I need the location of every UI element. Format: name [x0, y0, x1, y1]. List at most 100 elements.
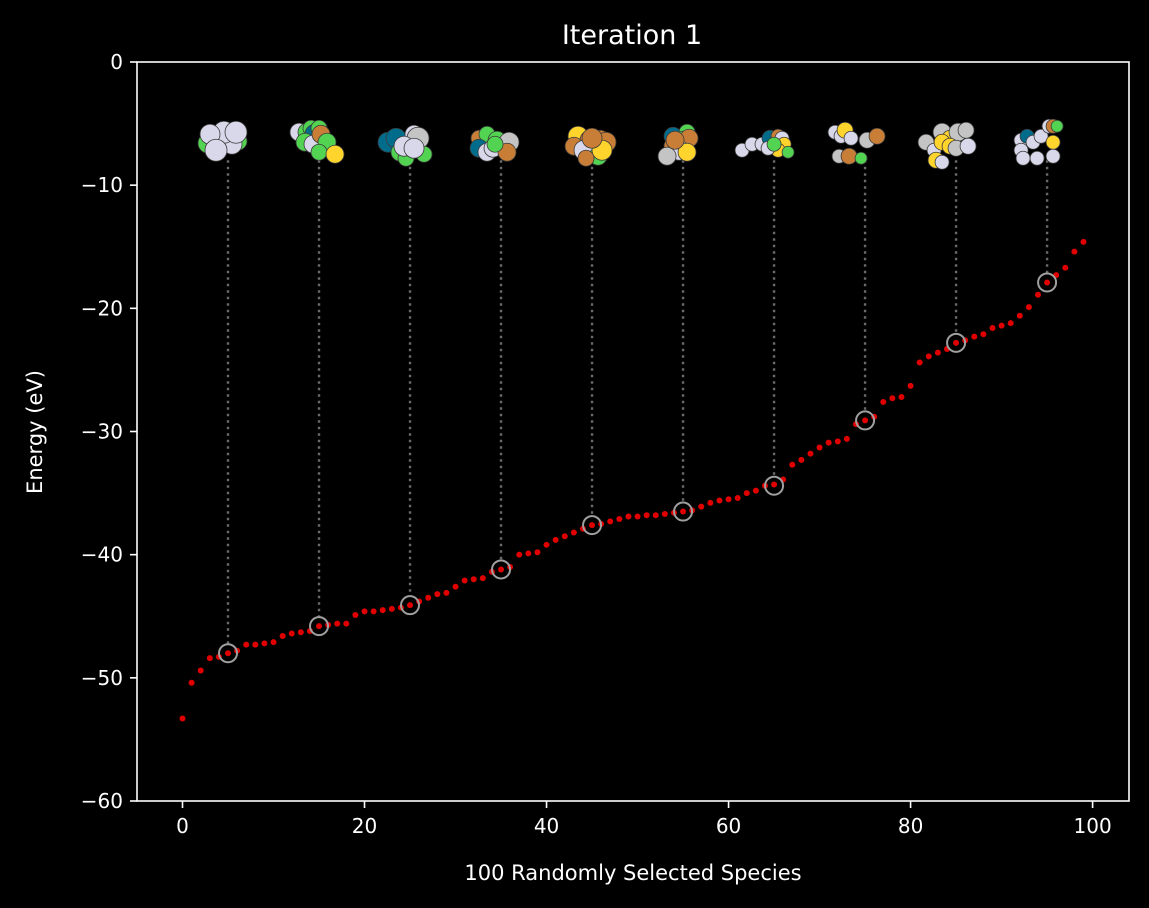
connector-lines: [226, 160, 1049, 645]
data-point: [261, 640, 268, 647]
highlight-ring: [218, 643, 239, 664]
data-point: [352, 612, 359, 619]
y-tick-label: −10: [81, 173, 123, 197]
data-point: [898, 394, 905, 401]
x-tick-label: 60: [716, 814, 741, 838]
data-point: [552, 536, 559, 543]
data-point: [953, 339, 960, 346]
highlight-ring: [1037, 272, 1058, 293]
y-axis: 0 −10 −20 −30 −40 −50 −60: [81, 50, 137, 813]
atom: [840, 147, 858, 165]
data-point: [680, 508, 687, 515]
data-point: [479, 575, 486, 582]
data-point: [343, 620, 350, 627]
highlight-ring: [673, 501, 694, 522]
atom: [1015, 150, 1031, 166]
x-axis: 0 20 40 60 80 100: [176, 801, 1112, 838]
data-point: [543, 541, 550, 548]
y-tick-label: −40: [81, 543, 123, 567]
data-point: [698, 503, 705, 510]
data-point: [725, 496, 732, 503]
chart-title: Iteration 1: [562, 20, 702, 51]
highlight-ring: [491, 559, 512, 580]
atom: [325, 144, 345, 164]
data-point: [379, 607, 386, 614]
atom: [581, 127, 603, 149]
data-point: [361, 608, 368, 615]
x-tick-label: 40: [534, 814, 559, 838]
highlight-rings: [218, 272, 1058, 664]
data-point: [834, 438, 841, 445]
data-point: [288, 630, 295, 637]
data-point: [607, 518, 614, 525]
data-point: [570, 529, 577, 536]
highlight-ring: [582, 515, 603, 536]
data-point: [1044, 279, 1051, 286]
atom: [657, 146, 677, 166]
data-point: [1071, 248, 1078, 255]
data-point: [880, 398, 887, 405]
highlight-ring: [400, 595, 421, 616]
data-point: [443, 589, 450, 596]
data-point: [643, 512, 650, 519]
data-point: [862, 417, 869, 424]
data-point: [998, 322, 1005, 329]
atom: [577, 149, 595, 167]
data-point: [1025, 304, 1032, 311]
x-tick-label: 80: [898, 814, 923, 838]
data-point: [989, 325, 996, 332]
data-point: [1016, 312, 1023, 319]
atom: [868, 127, 886, 145]
data-point: [1007, 320, 1014, 327]
y-tick-label: −30: [81, 420, 123, 444]
data-point: [843, 435, 850, 442]
atom: [403, 137, 425, 159]
data-point: [1062, 264, 1069, 271]
data-point: [452, 583, 459, 590]
atom: [781, 145, 795, 159]
data-point: [980, 331, 987, 338]
data-point: [243, 641, 250, 648]
y-tick-label: −60: [81, 789, 123, 813]
data-point: [771, 481, 778, 488]
data-point: [816, 444, 823, 451]
y-tick-label: −50: [81, 666, 123, 690]
atom: [1045, 148, 1061, 164]
data-point: [889, 395, 896, 402]
data-point: [525, 550, 532, 557]
molecule-structures: [197, 118, 1064, 170]
data-point: [634, 513, 641, 520]
atom: [957, 121, 975, 139]
data-point: [225, 650, 232, 657]
data-point: [616, 515, 623, 522]
y-tick-label: 0: [110, 50, 123, 74]
data-point: [907, 382, 914, 389]
data-point: [279, 632, 286, 639]
data-point: [516, 551, 523, 558]
data-point: [534, 549, 541, 556]
data-point: [188, 679, 195, 686]
data-point: [434, 591, 441, 598]
data-point: [206, 655, 213, 662]
data-point: [461, 577, 468, 584]
atom: [224, 120, 248, 144]
data-point: [789, 461, 796, 468]
atom: [843, 130, 859, 146]
data-points: [179, 238, 1087, 722]
data-point: [716, 497, 723, 504]
data-point: [825, 439, 832, 446]
data-point: [270, 639, 277, 646]
data-point: [297, 629, 304, 636]
data-point: [470, 576, 477, 583]
atom: [854, 151, 868, 165]
data-point: [925, 353, 932, 360]
data-point: [252, 641, 259, 648]
data-point: [498, 566, 505, 573]
x-tick-label: 0: [176, 814, 189, 838]
data-point: [316, 623, 323, 630]
highlight-ring: [309, 616, 330, 637]
x-tick-label: 20: [352, 814, 377, 838]
data-point: [707, 499, 714, 506]
data-point: [197, 667, 204, 674]
